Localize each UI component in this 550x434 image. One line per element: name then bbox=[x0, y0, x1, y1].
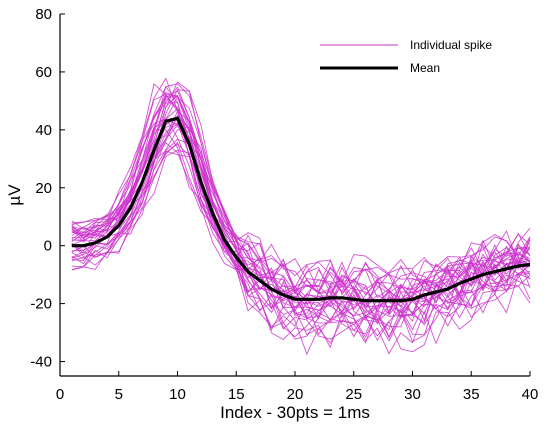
individual-spike-trace bbox=[71, 85, 531, 344]
individual-spike-trace bbox=[71, 83, 531, 326]
y-tick-label: 40 bbox=[35, 122, 52, 139]
x-tick-label: 5 bbox=[115, 386, 123, 403]
individual-spike-trace bbox=[71, 83, 531, 320]
individual-spike-trace bbox=[71, 123, 531, 335]
legend-label-mean: Mean bbox=[410, 61, 440, 75]
x-tick-label: 25 bbox=[345, 386, 362, 403]
y-tick-label: 60 bbox=[35, 64, 52, 81]
individual-spike-trace bbox=[71, 129, 531, 296]
x-axis-label: Index - 30pts = 1ms bbox=[220, 403, 370, 422]
individual-spike-trace bbox=[71, 138, 531, 294]
x-tick-label: 35 bbox=[463, 386, 480, 403]
mean-trace-group bbox=[71, 116, 531, 303]
x-tick-label: 40 bbox=[522, 386, 539, 403]
individual-spike-trace bbox=[71, 96, 531, 328]
y-tick-label: 0 bbox=[44, 238, 52, 255]
individual-spike-traces bbox=[71, 77, 531, 356]
y-axis-label: µV bbox=[5, 184, 24, 206]
x-tick-label: 30 bbox=[404, 386, 421, 403]
x-tick-label: 20 bbox=[287, 386, 304, 403]
y-tick-label: -40 bbox=[30, 354, 52, 371]
y-tick-label: -20 bbox=[30, 296, 52, 313]
y-tick-label: 80 bbox=[35, 6, 52, 23]
individual-spike-trace bbox=[71, 141, 531, 316]
individual-spike-trace bbox=[71, 86, 531, 331]
x-tick-label: 0 bbox=[56, 386, 64, 403]
individual-spike-trace bbox=[71, 143, 531, 302]
y-tick-label: 20 bbox=[35, 180, 52, 197]
individual-spike-trace bbox=[71, 126, 531, 302]
individual-spike-trace bbox=[71, 115, 531, 338]
individual-spike-trace bbox=[71, 118, 531, 299]
legend-label-individual: Individual spike bbox=[410, 38, 492, 52]
x-ticks: 0 5 10 15 20 25 30 35 40 bbox=[56, 371, 539, 403]
individual-spike-trace bbox=[71, 94, 531, 355]
individual-spike-trace bbox=[71, 97, 531, 342]
y-ticks: -40 -20 0 20 40 60 80 bbox=[30, 6, 65, 371]
x-tick-label: 10 bbox=[169, 386, 186, 403]
individual-spike-trace bbox=[71, 116, 531, 339]
individual-spike-trace bbox=[71, 93, 531, 317]
mean-trace bbox=[71, 116, 531, 303]
x-tick-label: 15 bbox=[228, 386, 245, 403]
legend: Individual spike Mean bbox=[320, 38, 492, 75]
